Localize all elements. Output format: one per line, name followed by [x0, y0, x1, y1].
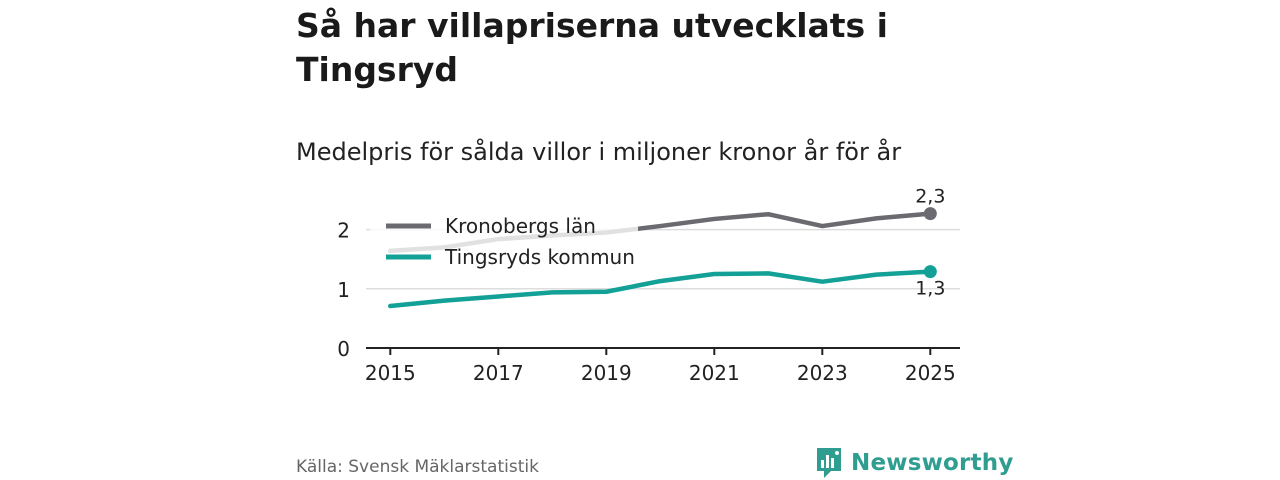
series-end-point	[923, 207, 937, 221]
chart-title: Så har villapriserna utvecklats i Tingsr…	[296, 6, 888, 89]
legend-label: Tingsryds kommun	[444, 245, 635, 269]
x-tick-label: 2015	[365, 361, 416, 385]
source-note: Källa: Svensk Mäklarstatistik	[296, 457, 539, 477]
y-tick-label: 1	[337, 278, 350, 302]
x-tick-label: 2017	[473, 361, 524, 385]
brand-name: Newsworthy	[851, 450, 1014, 476]
line-chart: 0 1 2 2015 2017 2019 2021 2023 2025 Kronobergs l…	[337, 186, 960, 385]
newsworthy-logo-icon	[817, 448, 841, 478]
series-end-point	[923, 265, 937, 279]
series-line-tingsryds-kommun	[388, 269, 933, 309]
brand-logo: Newsworthy	[815, 446, 1014, 480]
legend-background	[370, 209, 638, 275]
data-labels: 2,3 1,3	[915, 186, 945, 300]
y-tick-label: 0	[337, 337, 350, 361]
x-tick-label: 2021	[689, 361, 740, 385]
y-tick-label: 2	[337, 219, 350, 243]
x-tick-label: 2023	[797, 361, 848, 385]
x-tick-label: 2019	[581, 361, 632, 385]
axes: 0 1 2 2015 2017 2019 2021 2023 2025	[337, 219, 960, 385]
chart-subtitle: Medelpris för sålda villor i miljoner kr…	[296, 138, 902, 166]
x-tick-label: 2025	[905, 361, 956, 385]
end-value-label: 1,3	[915, 278, 945, 300]
end-value-label: 2,3	[915, 186, 945, 208]
legend-label: Kronobergs län	[445, 214, 596, 238]
legend: Kronobergs län Tingsryds kommun	[370, 209, 638, 275]
